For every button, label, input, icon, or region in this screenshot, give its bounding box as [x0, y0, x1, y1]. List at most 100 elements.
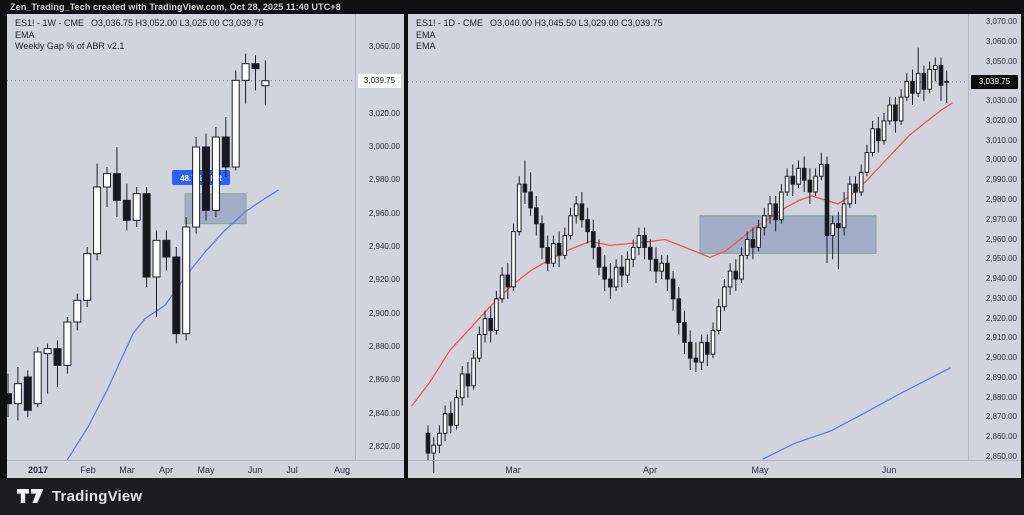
- candle-up[interactable]: [442, 413, 448, 434]
- candle-down[interactable]: [619, 266, 625, 276]
- candle-down[interactable]: [7, 393, 12, 405]
- candle-up[interactable]: [887, 104, 892, 122]
- candle-down[interactable]: [608, 278, 613, 288]
- candle-down[interactable]: [522, 183, 528, 193]
- zone-box[interactable]: [699, 215, 877, 254]
- candle-up[interactable]: [841, 203, 847, 229]
- candle-down[interactable]: [921, 72, 927, 90]
- candle-up[interactable]: [568, 215, 573, 237]
- candle-up[interactable]: [630, 246, 636, 260]
- candle-down[interactable]: [23, 376, 32, 411]
- candle-up[interactable]: [211, 136, 220, 211]
- candle-up[interactable]: [477, 333, 482, 359]
- candle-up[interactable]: [870, 128, 875, 153]
- candle-down[interactable]: [539, 223, 545, 248]
- candle-down[interactable]: [162, 239, 171, 258]
- candle-down[interactable]: [591, 231, 596, 248]
- candle-up[interactable]: [699, 341, 704, 363]
- candle-down[interactable]: [425, 432, 431, 454]
- candle-up[interactable]: [847, 183, 853, 205]
- candle-down[interactable]: [585, 219, 590, 233]
- candle-down[interactable]: [448, 413, 454, 426]
- candle-up[interactable]: [83, 253, 92, 301]
- candle-down[interactable]: [893, 104, 898, 122]
- candle-down[interactable]: [687, 341, 693, 359]
- candle-down[interactable]: [251, 63, 260, 70]
- candle-down[interactable]: [53, 348, 62, 366]
- candle-down[interactable]: [545, 246, 550, 264]
- candle-down[interactable]: [938, 65, 944, 86]
- candle-up[interactable]: [830, 223, 835, 237]
- candle-down[interactable]: [534, 207, 539, 225]
- candle-up[interactable]: [796, 167, 801, 185]
- candle-up[interactable]: [858, 171, 864, 193]
- candle-up[interactable]: [933, 65, 938, 70]
- candle-up[interactable]: [63, 321, 72, 366]
- time-axis-daily[interactable]: Mar Apr May Jun: [408, 460, 1021, 478]
- candle-up[interactable]: [499, 274, 505, 300]
- candle-down[interactable]: [693, 357, 699, 363]
- candle-up[interactable]: [132, 193, 141, 221]
- candle-down[interactable]: [465, 373, 471, 387]
- candle-down[interactable]: [488, 318, 494, 331]
- candle-down[interactable]: [112, 173, 121, 201]
- candle-up[interactable]: [710, 329, 716, 355]
- candle-up[interactable]: [511, 231, 516, 288]
- candle-down[interactable]: [853, 183, 858, 193]
- indicator-row-weekly-gap[interactable]: Weekly Gap % of ABR v2.1: [15, 41, 125, 51]
- candle-up[interactable]: [482, 318, 488, 335]
- candle-up[interactable]: [784, 175, 790, 193]
- indicator-row-ema-1[interactable]: EMA: [416, 29, 436, 40]
- candle-down[interactable]: [944, 80, 950, 83]
- candle-up[interactable]: [454, 397, 459, 426]
- candle-down[interactable]: [836, 223, 841, 229]
- candle-down[interactable]: [505, 274, 511, 288]
- candle-down[interactable]: [596, 246, 602, 268]
- candle-down[interactable]: [221, 136, 230, 168]
- candle-down[interactable]: [642, 235, 647, 248]
- ema-line-2[interactable]: [762, 367, 951, 460]
- candle-up[interactable]: [636, 235, 642, 248]
- candle-up[interactable]: [551, 242, 556, 264]
- candle-up[interactable]: [103, 173, 111, 188]
- candle-down[interactable]: [670, 278, 676, 300]
- candle-up[interactable]: [756, 227, 761, 248]
- price-axis-daily[interactable]: 3,039.75 3,070.00 3,060.00 3,050.00 3,030.0…: [968, 14, 1021, 461]
- indicator-row-ema-2[interactable]: EMA: [416, 41, 436, 51]
- candle-up[interactable]: [898, 96, 904, 122]
- candle-up[interactable]: [727, 270, 733, 288]
- candle-down[interactable]: [122, 199, 131, 221]
- price-axis-weekly[interactable]: 3,039.75 3,060.00 3,020.00 3,000.00 2,980.0…: [355, 14, 404, 460]
- indicator-row-ema[interactable]: EMA: [15, 29, 35, 40]
- candle-up[interactable]: [182, 226, 191, 335]
- symbol-row[interactable]: ES1! - 1D - CME O3,040.00 H3,045.50 L3,02…: [416, 18, 663, 30]
- candle-up[interactable]: [231, 79, 240, 168]
- candle-up[interactable]: [516, 183, 522, 233]
- candle-down[interactable]: [682, 322, 687, 343]
- tradingview-logo[interactable]: [17, 489, 44, 504]
- candle-up[interactable]: [152, 239, 161, 278]
- candle-up[interactable]: [573, 203, 579, 217]
- candle-up[interactable]: [562, 235, 568, 256]
- candle-up[interactable]: [881, 120, 887, 142]
- candle-up[interactable]: [33, 351, 42, 405]
- candle-up[interactable]: [767, 203, 773, 217]
- candle-down[interactable]: [807, 179, 813, 193]
- candle-up[interactable]: [904, 80, 910, 98]
- candle-down[interactable]: [648, 246, 653, 260]
- candle-up[interactable]: [13, 383, 22, 405]
- candle-down[interactable]: [202, 146, 210, 211]
- candle-down[interactable]: [142, 193, 151, 278]
- candle-up[interactable]: [659, 262, 664, 272]
- candle-down[interactable]: [556, 242, 562, 256]
- candle-down[interactable]: [790, 175, 796, 185]
- candle-up[interactable]: [927, 68, 932, 90]
- candle-down[interactable]: [705, 341, 710, 355]
- candle-down[interactable]: [773, 203, 778, 221]
- candle-down[interactable]: [172, 256, 181, 335]
- candle-down[interactable]: [801, 167, 807, 181]
- time-axis-weekly[interactable]: 2017 Feb Mar Apr May Jun Jul Aug: [7, 460, 404, 478]
- candle-down[interactable]: [665, 262, 670, 280]
- candle-down[interactable]: [824, 163, 830, 237]
- candle-up[interactable]: [431, 444, 436, 454]
